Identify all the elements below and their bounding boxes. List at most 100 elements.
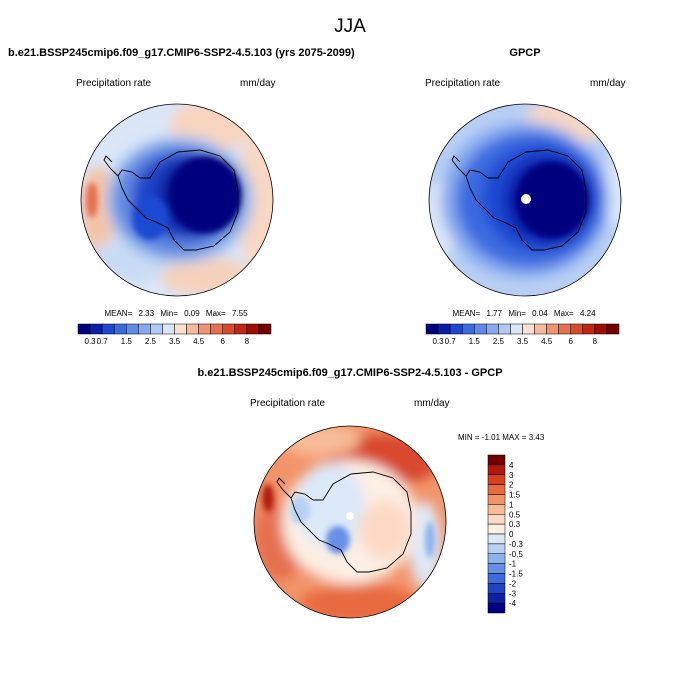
obs-colorbar-box xyxy=(461,323,475,335)
model-panel-title: b.e21.BSSP245cmip6.f09_g17.CMIP6-SSP2-4.… xyxy=(8,47,355,59)
diff-colorbar-box xyxy=(487,474,506,485)
obs-max-value: 4.24 xyxy=(580,309,596,318)
obs-panel-title: GPCP xyxy=(509,47,540,59)
model-colorbar-box xyxy=(138,323,151,335)
obs-colorbar-box xyxy=(486,323,499,335)
obs-colorbar-box xyxy=(582,323,596,335)
obs-stats: MEAN= 1.77 Min= 0.04 Max= 4.24 xyxy=(452,309,596,318)
model-colorbar-box xyxy=(210,323,223,335)
obs-colorbar: 0.3 0.7 1.5 2.5 3.5 4.5 6 8 xyxy=(425,323,620,346)
diff-colorbar-tick-label: 1.5 xyxy=(509,491,521,500)
model-colorbar-tick-label: 6 xyxy=(221,337,226,346)
diff-colorbar-box xyxy=(487,563,506,574)
model-colorbar-box xyxy=(126,323,139,335)
obs-min-value: 0.04 xyxy=(532,309,548,318)
model-units-label: mm/day xyxy=(240,78,276,89)
model-variable-label: Precipitation rate xyxy=(76,78,151,89)
diff-colorbar-box xyxy=(487,593,506,604)
model-map xyxy=(81,104,273,296)
model-colorbar-box xyxy=(246,323,260,335)
diff-colorbar-box xyxy=(487,464,506,475)
model-mean-value: 2.33 xyxy=(139,309,155,318)
obs-mean-label: MEAN= xyxy=(452,309,480,318)
obs-colorbar-tick-label: 0.3 xyxy=(433,337,445,346)
obs-colorbar-box xyxy=(546,323,559,335)
obs-colorbar-box xyxy=(474,323,487,335)
model-colorbar-box xyxy=(174,323,187,335)
diff-colorbar-tick-label: 0.3 xyxy=(509,520,521,529)
obs-map-border xyxy=(428,103,622,297)
model-colorbar-box xyxy=(77,323,91,335)
diff-colorbar-box xyxy=(487,504,506,515)
diff-colorbar-box xyxy=(487,494,506,505)
diff-colorbar-box xyxy=(487,602,506,614)
obs-colorbar-box xyxy=(594,323,608,335)
model-colorbar-box xyxy=(89,323,103,335)
obs-colorbar-tick-label: 3.5 xyxy=(517,337,529,346)
obs-variable-label: Precipitation rate xyxy=(425,78,500,89)
diff-colorbar-tick-label: -0.5 xyxy=(509,550,523,559)
diff-colorbar-tick-label: 1 xyxy=(509,500,514,509)
diff-colorbar-tick-label: 3 xyxy=(509,471,514,480)
model-stats: MEAN= 2.33 Min= 0.09 Max= 7.55 xyxy=(104,309,248,318)
obs-colorbar-tick-label: 4.5 xyxy=(541,337,553,346)
diff-colorbar-box xyxy=(487,573,506,584)
obs-colorbar-box xyxy=(498,323,511,335)
model-max-label: Max= xyxy=(206,309,226,318)
obs-min-label: Min= xyxy=(508,309,526,318)
model-colorbar-box xyxy=(150,323,163,335)
obs-colorbar-box xyxy=(522,323,535,335)
obs-colorbar-box xyxy=(437,323,451,335)
diff-colorbar-box xyxy=(487,553,506,564)
diff-variable-label: Precipitation rate xyxy=(250,398,325,409)
diff-units-label: mm/day xyxy=(414,398,450,409)
diff-colorbar-tick-label: -1.5 xyxy=(509,570,523,579)
diff-colorbar-box xyxy=(487,454,506,466)
obs-colorbar-tick-label: 8 xyxy=(593,337,598,346)
model-colorbar: 0.3 0.7 1.5 2.5 3.5 4.5 6 8 xyxy=(77,323,272,346)
diff-colorbar-tick-label: 2 xyxy=(509,481,514,490)
model-max-value: 7.55 xyxy=(232,309,248,318)
model-colorbar-box xyxy=(186,323,199,335)
obs-colorbar-tick-label: 0.7 xyxy=(445,337,457,346)
figure-title: JJA xyxy=(334,16,366,37)
diff-colorbar-tick-label: -4 xyxy=(509,599,517,608)
obs-colorbar-box xyxy=(558,323,571,335)
model-map-border xyxy=(80,103,274,297)
model-colorbar-tick-label: 4.5 xyxy=(193,337,205,346)
obs-colorbar-tick-label: 2.5 xyxy=(493,337,505,346)
model-colorbar-box xyxy=(113,323,127,335)
obs-colorbar-tick-label: 1.5 xyxy=(469,337,481,346)
model-colorbar-box xyxy=(258,323,272,335)
diff-colorbar-box xyxy=(487,523,506,535)
diff-map-border xyxy=(253,425,447,619)
model-colorbar-box xyxy=(162,323,175,335)
diff-colorbar-tick-label: 0.5 xyxy=(509,510,521,519)
diff-colorbar-tick-label: -0.3 xyxy=(509,540,523,549)
diff-colorbar-box xyxy=(487,583,506,594)
diff-colorbar-box xyxy=(487,484,506,495)
diff-colorbar-tick-label: -2 xyxy=(509,579,517,588)
obs-coastline xyxy=(451,149,587,251)
obs-map xyxy=(429,104,621,296)
obs-colorbar-box xyxy=(425,323,439,335)
diff-coastline xyxy=(276,471,412,573)
model-min-label: Min= xyxy=(160,309,178,318)
model-coastline xyxy=(103,149,239,251)
model-colorbar-tick-label: 0.3 xyxy=(85,337,97,346)
obs-colorbar-box xyxy=(534,323,547,335)
obs-colorbar-box xyxy=(510,323,523,335)
model-mean-label: MEAN= xyxy=(104,309,132,318)
obs-colorbar-box xyxy=(606,323,620,335)
obs-colorbar-box xyxy=(449,323,463,335)
obs-units-label: mm/day xyxy=(590,78,626,89)
obs-colorbar-tick-label: 6 xyxy=(569,337,574,346)
diff-colorbar-tick-label: 4 xyxy=(509,461,514,470)
model-colorbar-tick-label: 3.5 xyxy=(169,337,181,346)
diff-minmax-label: MIN = -1.01 MAX = 3.43 xyxy=(458,433,545,442)
diff-colorbar-box xyxy=(487,514,506,525)
model-colorbar-box xyxy=(198,323,211,335)
model-colorbar-tick-label: 0.7 xyxy=(97,337,109,346)
